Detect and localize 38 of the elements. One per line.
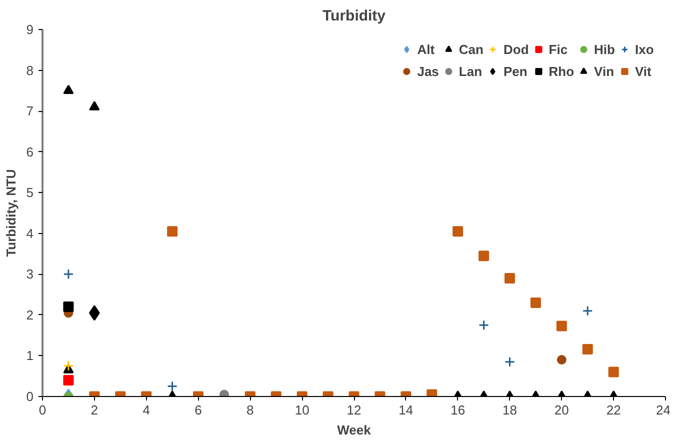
x-tick-label: 18	[502, 402, 517, 418]
legend-label: Dod	[503, 42, 529, 56]
legend-label: Fic	[548, 42, 569, 56]
legend-label: Can	[458, 42, 484, 56]
legend-label: Pen	[503, 64, 528, 78]
chart-title: Turbidity	[322, 8, 386, 24]
x-tick-label: 24	[656, 402, 671, 418]
x-axis-title: Week	[337, 422, 372, 438]
y-tick-label: 0	[26, 389, 34, 404]
y-tick-label: 4	[26, 226, 34, 241]
y-tick-label: 9	[26, 22, 34, 37]
y-tick-label: 8	[26, 62, 34, 78]
y-tick-label: 6	[26, 144, 34, 160]
x-tick-label: 20	[554, 402, 569, 418]
legend-label: Vit	[635, 64, 652, 78]
legend-label: Jas	[417, 64, 439, 78]
x-tick-label: 6	[194, 402, 202, 418]
y-axis-title: Turbidity, NTU	[3, 169, 18, 257]
legend-label: Ixo	[635, 42, 655, 56]
x-tick-label: 14	[398, 402, 414, 418]
legend-label: Hib	[594, 42, 615, 56]
y-tick-label: 2	[26, 307, 34, 322]
legend-label: Vin	[594, 64, 614, 78]
x-tick-label: 0	[38, 402, 46, 418]
x-tick-label: 22	[606, 402, 621, 418]
y-tick-label: 1	[26, 348, 34, 364]
y-tick-label: 7	[26, 104, 34, 119]
legend-label: Alt	[417, 42, 436, 56]
legend-label: Lan	[458, 64, 482, 78]
x-tick-label: 8	[246, 402, 254, 418]
x-tick-label: 2	[90, 402, 98, 418]
x-tick-label: 4	[142, 402, 150, 418]
x-tick-label: 10	[294, 402, 310, 418]
x-tick-label: 16	[450, 402, 466, 418]
y-tick-label: 3	[26, 266, 34, 282]
y-tick-label: 5	[26, 185, 34, 200]
legend-label: Rho	[548, 64, 574, 78]
x-tick-label: 12	[346, 402, 362, 418]
